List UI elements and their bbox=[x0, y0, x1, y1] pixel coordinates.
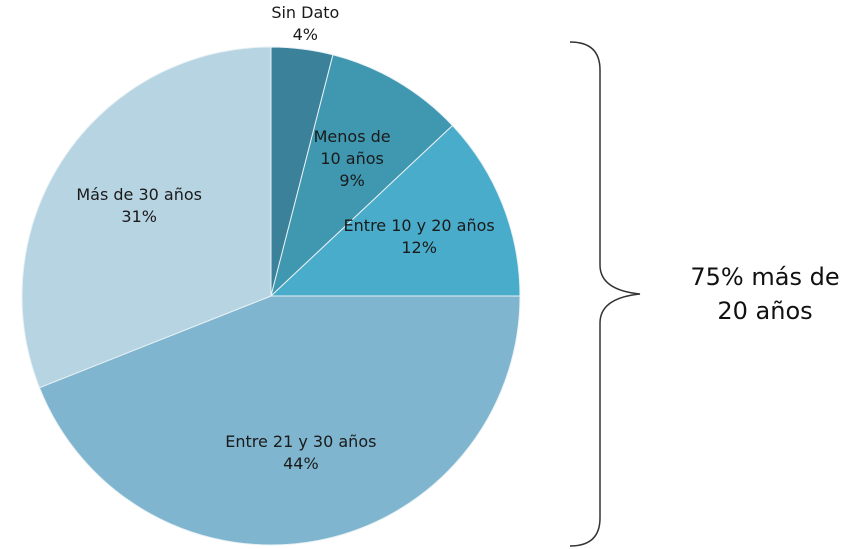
slice-label: Entre 10 y 20 años 12% bbox=[329, 215, 509, 259]
slice-value: 4% bbox=[292, 25, 319, 45]
slice-label: Sin Dato 4% bbox=[255, 2, 355, 46]
pie-slice bbox=[21, 46, 272, 389]
pie-slice bbox=[270, 54, 454, 298]
slice-name: Sin Dato bbox=[271, 3, 340, 23]
slice-value: 9% bbox=[339, 170, 365, 190]
slice-name: Entre 21 y 30 años bbox=[225, 431, 377, 451]
pie-slice bbox=[38, 295, 521, 546]
brace bbox=[569, 41, 641, 547]
slice-label: Menos de 10 años 9% bbox=[302, 126, 402, 192]
slice-value: 12% bbox=[401, 238, 437, 258]
annotation: 75% más de 20 años bbox=[690, 263, 840, 325]
slice-name: Entre 10 y 20 años bbox=[343, 216, 495, 236]
slice-name: Más de 30 años bbox=[76, 185, 202, 205]
slice-name: Menos de 10 años bbox=[313, 126, 391, 168]
slice-value: 31% bbox=[121, 207, 157, 227]
slice-label: Entre 21 y 30 años 44% bbox=[211, 431, 391, 475]
slice-label: Más de 30 años 31% bbox=[49, 184, 229, 228]
pie-slice bbox=[269, 124, 521, 297]
slice-value: 44% bbox=[283, 453, 319, 473]
